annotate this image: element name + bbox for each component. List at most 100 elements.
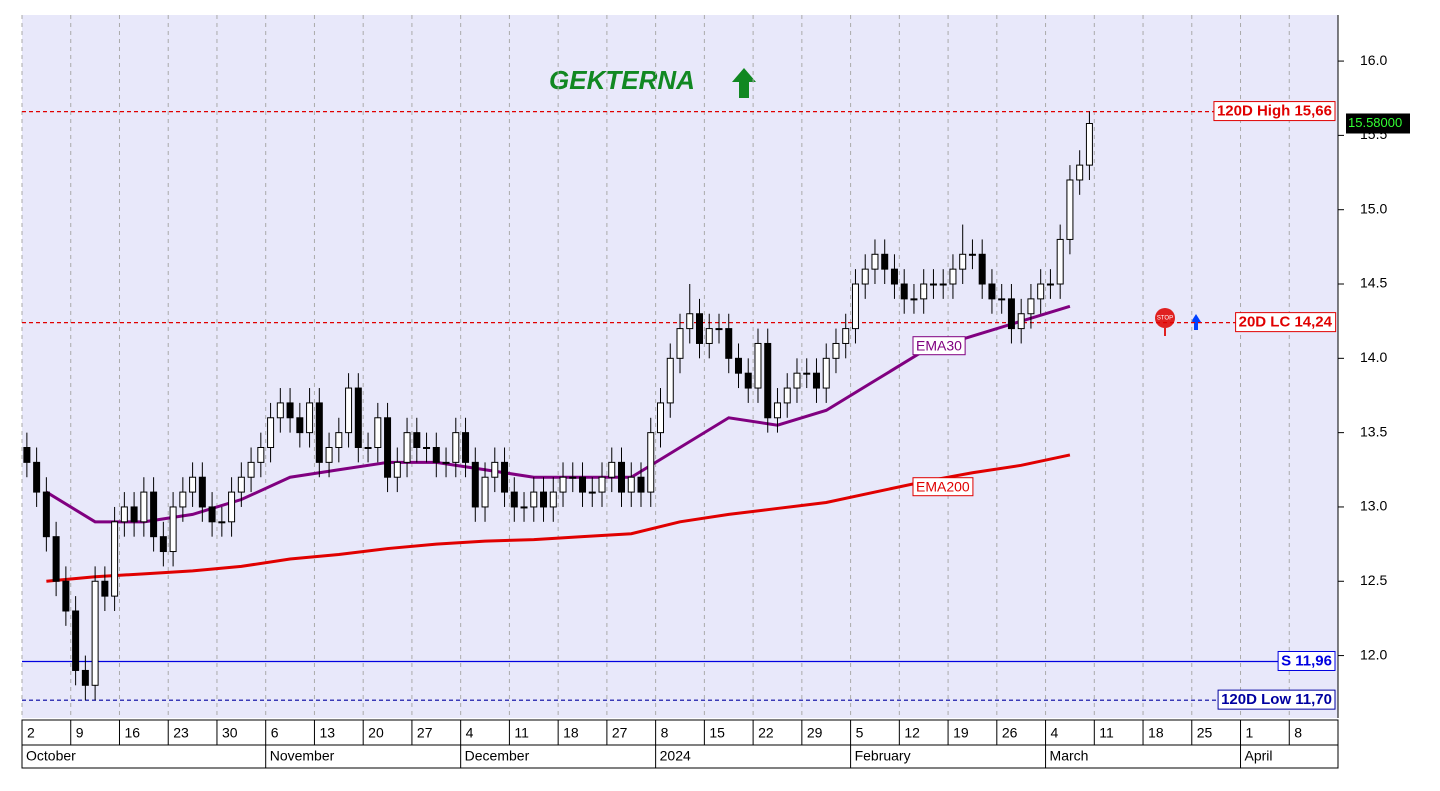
candle-body — [62, 580, 70, 612]
candle-body — [871, 253, 879, 270]
candle-body — [81, 669, 89, 686]
candle-body — [666, 357, 674, 404]
candle-body — [588, 491, 596, 494]
x-tick-label: 19 — [953, 725, 969, 741]
candle-body — [559, 476, 567, 493]
candle-body — [491, 461, 499, 478]
x-tick-label: 26 — [1002, 725, 1018, 741]
ema-line — [46, 453, 1071, 583]
month-label: November — [270, 748, 335, 764]
candle-body — [423, 447, 431, 450]
candle-body — [988, 283, 996, 300]
candle-body — [676, 328, 684, 359]
x-tick-label: 1 — [1246, 725, 1254, 741]
level-label-box — [1213, 101, 1336, 122]
candle-body — [881, 253, 889, 270]
candle-body — [267, 417, 275, 449]
x-tick-label: 29 — [807, 725, 823, 741]
candle-body — [101, 580, 109, 597]
candle-body — [783, 387, 791, 404]
level-label: S 11,96 — [1281, 652, 1332, 669]
candle-body — [978, 253, 986, 285]
level-label: 120D High 15,66 — [1217, 103, 1332, 120]
candle-body — [1076, 164, 1084, 181]
y-tick-label: 13.0 — [1360, 498, 1387, 514]
candle-body — [1085, 122, 1093, 166]
last-price-label: 15.58000 — [1348, 115, 1402, 130]
candle-body — [1037, 283, 1045, 300]
svg-text:STOP: STOP — [1157, 316, 1173, 322]
candle-body — [1017, 313, 1025, 330]
month-label: December — [465, 748, 530, 764]
candle-body — [637, 476, 645, 493]
candle-body — [968, 253, 976, 256]
candle-body — [608, 461, 616, 478]
candle-body — [393, 461, 401, 478]
candle-body — [579, 476, 587, 493]
candle-body — [520, 506, 528, 509]
candle-body — [403, 432, 411, 463]
series-label-box — [912, 477, 974, 497]
candle-body — [647, 432, 655, 493]
x-tick-label: 27 — [612, 725, 628, 741]
x-tick-label: 4 — [1051, 725, 1059, 741]
candle-body — [257, 447, 265, 463]
candle-body — [618, 461, 626, 493]
candle-body — [1027, 298, 1035, 315]
candle-body — [540, 491, 548, 508]
x-tick-label: 18 — [1148, 725, 1164, 741]
y-tick-label: 12.5 — [1360, 572, 1387, 588]
candle-body — [306, 402, 314, 434]
candle-body — [208, 506, 216, 523]
y-tick-label: 15.0 — [1360, 200, 1387, 216]
candle-body — [530, 491, 538, 508]
x-tick-label: 18 — [563, 725, 579, 741]
candle-body — [452, 432, 460, 463]
blue-arrow-icon — [1191, 314, 1201, 330]
series-label: EMA30 — [916, 338, 962, 354]
candle-body — [773, 402, 781, 419]
candle-body — [247, 461, 255, 478]
x-tick-label: 2 — [27, 725, 35, 741]
x-tick-label: 25 — [1197, 725, 1213, 741]
x-tick-label: 8 — [1294, 725, 1302, 741]
candle-body — [793, 372, 801, 389]
candle-body — [842, 328, 850, 344]
candle-body — [939, 283, 947, 286]
candle-body — [734, 357, 742, 374]
candle-body — [276, 402, 284, 419]
candle-body — [335, 432, 343, 449]
x-tick-label: 22 — [758, 725, 774, 741]
candle-body — [218, 521, 226, 524]
x-tick-label: 6 — [271, 725, 279, 741]
candle-body — [228, 491, 236, 523]
candle-body — [42, 491, 50, 538]
candle-body — [159, 536, 167, 553]
candle-body — [354, 387, 362, 449]
candle-body — [169, 506, 177, 553]
candle-body — [822, 357, 830, 389]
candle-body — [1007, 298, 1015, 330]
level-label-box — [1277, 650, 1336, 671]
candle-body — [471, 461, 479, 508]
candle-body — [111, 521, 119, 597]
series-label-box — [912, 336, 966, 356]
month-label: March — [1050, 748, 1089, 764]
candle-body — [413, 432, 421, 449]
candle-body — [384, 417, 392, 478]
candle-body — [1046, 283, 1054, 286]
candle-body — [920, 283, 928, 300]
candle-body — [695, 313, 703, 344]
candle-body — [598, 476, 606, 493]
candle-body — [657, 402, 665, 434]
x-tick-label: 27 — [417, 725, 433, 741]
candle-body — [189, 476, 197, 493]
level-label: 120D Low 11,70 — [1221, 691, 1332, 708]
x-tick-label: 16 — [124, 725, 140, 741]
x-tick-label: 12 — [904, 725, 920, 741]
candle-body — [237, 476, 245, 493]
candle-body — [744, 372, 752, 389]
candle-body — [501, 461, 509, 493]
y-tick-label: 13.5 — [1360, 423, 1387, 439]
candle-body — [890, 268, 898, 285]
